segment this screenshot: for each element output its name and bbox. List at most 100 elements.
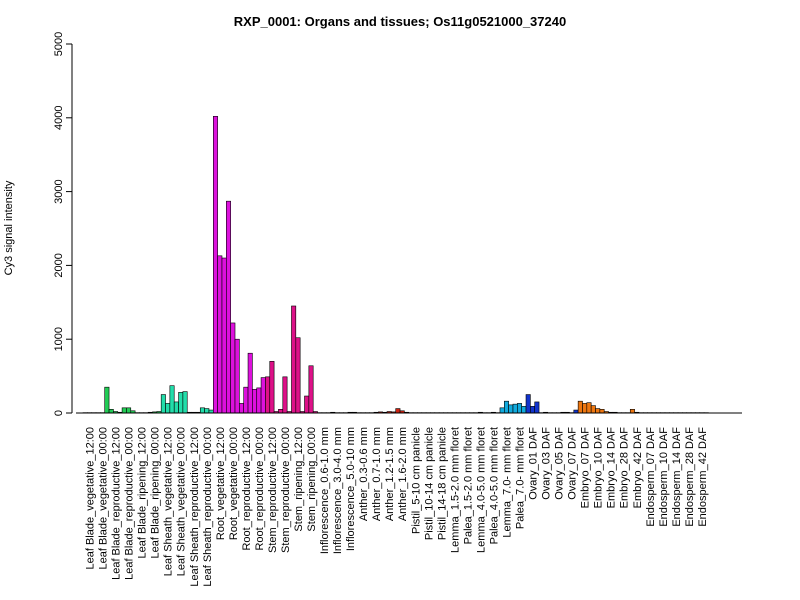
bar <box>213 116 218 414</box>
bar <box>204 408 210 414</box>
bar <box>586 402 592 414</box>
x-tick-label: Leaf Blade_ripening_00:00 <box>150 427 162 559</box>
y-tick-label: 3000 <box>53 179 65 203</box>
bar <box>577 400 583 414</box>
x-tick-label: Endosperm_28 DAF <box>684 427 696 527</box>
x-tick-label: Inflorescence_0.6-1.0 mm <box>319 427 331 554</box>
x-axis: Leaf Blade_vegetative_12:00 Leaf Blade_ve… <box>76 412 742 587</box>
x-tick-label: Endosperm_42 DAF <box>697 427 709 527</box>
y-tick-label: 5000 <box>53 32 65 56</box>
bar <box>269 361 275 414</box>
bar <box>108 409 114 414</box>
bar <box>308 365 314 414</box>
bar <box>252 389 258 414</box>
bar <box>199 407 205 414</box>
bar <box>178 392 184 414</box>
y-tick-label: 4000 <box>53 106 65 130</box>
x-tick-label: Stem_reproductive_00:00 <box>280 427 292 553</box>
x-tick-label: Embryo_28 DAF <box>619 427 631 509</box>
x-tick-label: Stem_ripening_00:00 <box>306 427 318 532</box>
x-tick-label: Embryo_10 DAF <box>593 427 605 509</box>
x-tick-label: Root_vegetative_12:00 <box>215 427 227 540</box>
bar <box>217 255 223 414</box>
bar <box>503 400 509 414</box>
x-tick-label: Pistil_10-14 cm panicle <box>423 427 435 540</box>
bars <box>82 116 709 414</box>
x-tick-label: Leaf Blade_reproductive_12:00 <box>111 427 123 580</box>
x-tick-label: Embryo_14 DAF <box>606 427 618 509</box>
x-tick-label: Inflorescence_5.0-10 mm <box>345 427 357 551</box>
bar <box>126 407 132 414</box>
x-tick-label: Stem_reproductive_12:00 <box>267 427 279 553</box>
x-tick-label: Endosperm_07 DAF <box>645 427 657 527</box>
x-tick-label: Lemma_4.0-5.0 mm floret <box>475 427 487 553</box>
y-tick-label: 1000 <box>53 327 65 351</box>
bar <box>121 407 127 414</box>
bar <box>173 401 179 414</box>
x-tick-label: Embryo_07 DAF <box>580 427 592 509</box>
x-tick-label: Palea_7.0- mm floret <box>515 427 527 529</box>
x-tick-label: Root_reproductive_00:00 <box>254 427 266 551</box>
x-tick-label: Endosperm_14 DAF <box>671 427 683 527</box>
x-tick-label: Leaf Sheath_reproductive_00:00 <box>202 427 214 587</box>
bar <box>521 406 527 414</box>
x-tick-label: Lemma_1.5-2.0 mm floret <box>449 427 461 553</box>
bar <box>499 407 505 414</box>
x-tick-label: Palea_4.0-5.0 mm floret <box>488 427 500 544</box>
bar <box>595 408 601 414</box>
x-tick-label: Embryo_42 DAF <box>632 427 644 509</box>
x-tick-label: Leaf Sheath_vegetative_12:00 <box>163 427 175 576</box>
x-tick-label: Leaf Sheath_vegetative_00:00 <box>176 427 188 576</box>
x-tick-label: Ovary_05 DAF <box>554 427 566 500</box>
bar <box>599 409 605 414</box>
bar <box>582 403 588 414</box>
bar <box>226 200 231 414</box>
x-tick-label: Leaf Sheath_reproductive_12:00 <box>189 427 201 587</box>
x-tick-label: Endosperm_10 DAF <box>658 427 670 527</box>
x-tick-label: Inflorescence_3.0-4.0 mm <box>332 427 344 554</box>
bar <box>512 403 518 414</box>
x-tick-label: Root_vegetative_00:00 <box>228 427 240 540</box>
y-axis-label: Cy3 signal intensity <box>3 180 15 275</box>
x-tick-label: Pistil_5-10 cm panicle <box>410 427 422 534</box>
bar <box>304 395 310 414</box>
x-tick-label: Pistil_14-18 cm panicle <box>436 427 448 540</box>
x-tick-label: Palea_1.5-2.0 mm floret <box>462 427 474 544</box>
y-axis: 0 1000 2000 3000 4000 5000 <box>53 32 73 416</box>
bar <box>104 386 110 414</box>
bar <box>534 401 540 414</box>
x-tick-label: Anther_0.3-0.6 mm <box>358 427 370 521</box>
bar <box>282 376 288 414</box>
bar <box>243 386 249 414</box>
y-tick-label: 2000 <box>53 253 65 277</box>
bar <box>256 387 262 414</box>
bar <box>265 376 271 414</box>
bar <box>182 391 188 414</box>
x-tick-label: Leaf Blade_vegetative_00:00 <box>98 427 110 570</box>
x-tick-label: Leaf Blade_reproductive_00:00 <box>124 427 136 580</box>
bar <box>395 408 401 414</box>
bar <box>590 405 596 414</box>
x-tick-label: Ovary_03 DAF <box>541 427 553 500</box>
bar <box>221 257 227 414</box>
x-tick-label: Root_reproductive_12:00 <box>241 427 253 551</box>
x-tick-label: Stem_ripening_12:00 <box>293 427 305 532</box>
x-tick-label: Anther_1.6-2.0 mm <box>397 427 409 521</box>
bar <box>239 403 245 414</box>
x-tick-label: Lemma_7.0- mm floret <box>501 427 513 538</box>
x-tick-label: Leaf Blade_vegetative_12:00 <box>85 427 97 570</box>
x-tick-label: Ovary_07 DAF <box>567 427 579 500</box>
bar <box>291 305 297 414</box>
bar <box>165 403 171 414</box>
x-tick-label: Anther_1.2-1.5 mm <box>384 427 396 521</box>
bar <box>169 385 175 414</box>
bar <box>260 377 266 414</box>
bar <box>525 394 531 414</box>
x-tick-label: Anther_0.7-1.0 mm <box>371 427 383 521</box>
bar <box>530 406 535 414</box>
x-tick-label: Ovary_01 DAF <box>528 427 540 500</box>
x-tick-label: Leaf Blade_ripening_12:00 <box>137 427 149 559</box>
chart-title: RXP_0001: Organs and tissues; Os11g05210… <box>234 14 566 29</box>
bar <box>278 409 284 414</box>
